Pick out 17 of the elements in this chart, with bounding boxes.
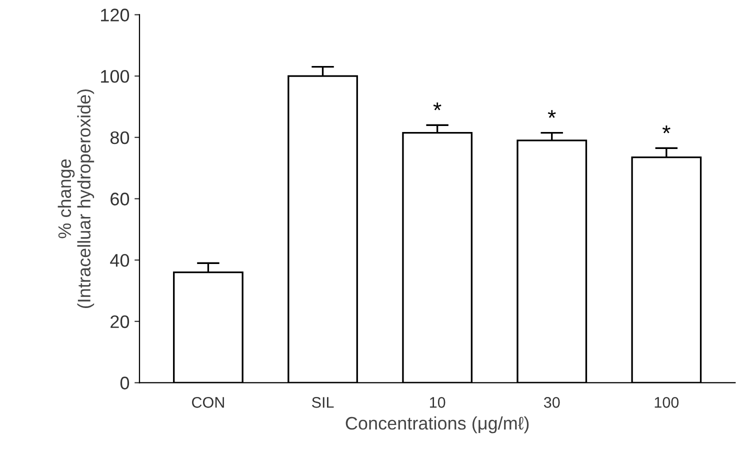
y-tick-label: 40 [110, 254, 130, 267]
x-axis-title: Concentrations (μg/mℓ) [346, 416, 529, 434]
y-tick-label: 80 [110, 131, 130, 144]
annotation: * [433, 102, 442, 110]
y-axis-title: % change (Intracelluar hydroperoxide) [58, 89, 94, 308]
x-tick-label: SIL [312, 397, 334, 408]
x-tick-label: 10 [430, 397, 446, 408]
annotation: * [662, 125, 670, 134]
y-tick-label: 120 [101, 8, 130, 22]
x-tick-label: 100 [654, 397, 679, 408]
y-tick-label: 0 [120, 376, 130, 390]
x-tick-label: 30 [544, 397, 560, 408]
y-tick-label: 100 [101, 70, 130, 83]
annotation: * [548, 110, 556, 118]
y-tick-label: 60 [110, 192, 130, 206]
y-tick-label: 20 [110, 315, 130, 328]
x-tick-label: CON [192, 397, 224, 408]
